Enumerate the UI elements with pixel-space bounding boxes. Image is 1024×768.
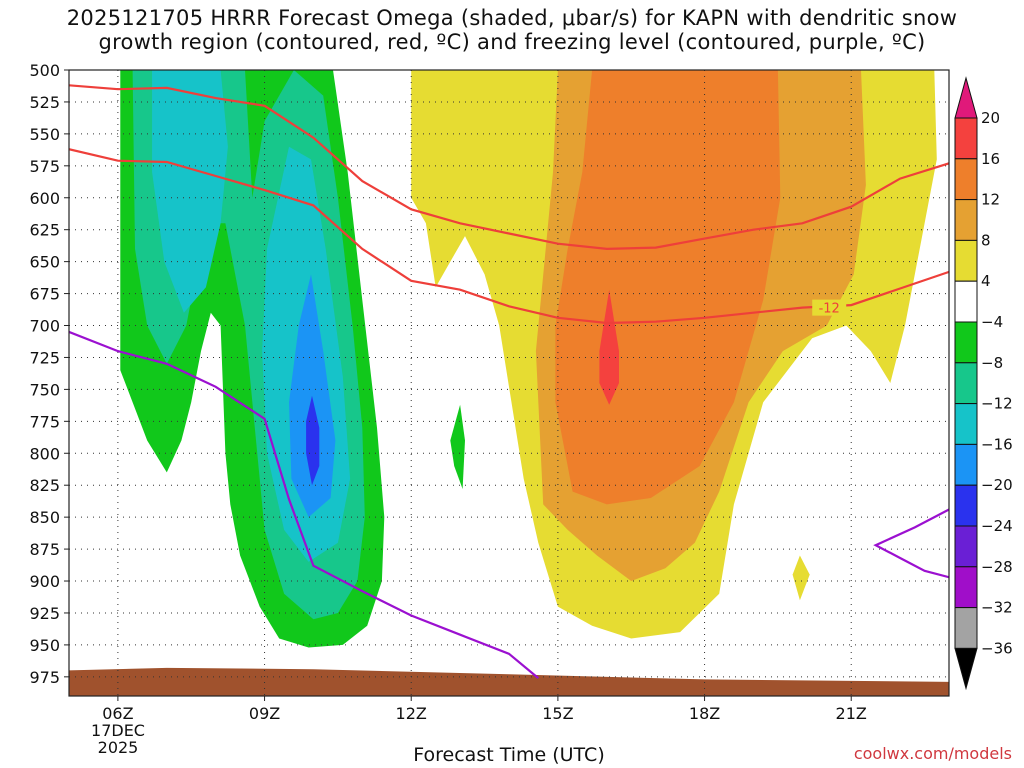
terrain-fill — [69, 667, 949, 696]
y-tick-label: 550 — [29, 125, 60, 144]
y-tick-label: 625 — [29, 221, 60, 240]
y-tick-label: 750 — [29, 380, 60, 399]
x-tick-label: 18Z — [689, 704, 720, 723]
credit-link[interactable]: coolwx.com/models — [853, 744, 1012, 763]
x-tick-label: 15Z — [542, 704, 573, 723]
y-tick-label: 675 — [29, 285, 60, 304]
colorbar-label: −24 — [981, 517, 1013, 535]
colorbar-bin — [954, 117, 978, 160]
colorbar-bin — [954, 362, 978, 405]
colorbar-bin — [954, 321, 978, 364]
colorbar-bin — [954, 76, 978, 119]
y-axis: 500 525 550 575 600 625 650 675 700 725 750 775 800 8… — [29, 61, 69, 687]
y-tick-label: 725 — [29, 348, 60, 367]
colorbar-bin — [954, 525, 978, 568]
y-tick-label: 975 — [29, 668, 60, 687]
contour-lines: -12 — [69, 84, 949, 679]
colorbar-label: 12 — [981, 191, 1000, 209]
dgz-label: -12 — [819, 302, 840, 317]
colorbar-bin — [954, 199, 978, 241]
x-tick-label: 06Z — [102, 704, 133, 723]
y-tick-label: 700 — [29, 317, 60, 336]
date-label: 17DEC 2025 — [86, 722, 150, 756]
colorbar-label: −20 — [981, 476, 1013, 494]
y-tick-label: 650 — [29, 253, 60, 272]
colorbar-label: 4 — [981, 272, 991, 290]
omega-region-10 — [599, 289, 619, 405]
dgz-label-bg — [812, 299, 847, 316]
colorbar-bin — [954, 403, 978, 445]
colorbar-bin — [954, 484, 978, 527]
colorbar-label: 8 — [981, 231, 991, 249]
y-tick-label: 925 — [29, 604, 60, 623]
omega-region-5 — [306, 395, 320, 486]
colorbar: 20 16 12 8 4 −4 −8 −12 −16 −20 −24 −28 −32 −36 — [954, 76, 1013, 691]
x-tick-label: 12Z — [396, 704, 427, 723]
colorbar-bin — [954, 158, 978, 201]
colorbar-label: −16 — [981, 435, 1013, 453]
plot-frame — [68, 69, 950, 697]
x-tick-label: 09Z — [249, 704, 280, 723]
colorbar-label: −28 — [981, 558, 1013, 576]
colorbar-label: −32 — [981, 599, 1013, 617]
colorbar-bin — [954, 280, 978, 323]
omega-region-2 — [152, 70, 228, 313]
grid — [69, 69, 949, 696]
x-axis: 06Z 09Z 12Z 15Z 18Z 21Z — [102, 696, 867, 723]
colorbar-bin — [954, 566, 978, 609]
y-tick-label: 600 — [29, 189, 60, 208]
date-day: 17DEC — [91, 721, 145, 740]
freezing-level-1 — [873, 508, 949, 579]
omega-shading — [120, 70, 937, 648]
y-tick-label: 875 — [29, 540, 60, 559]
omega-region-4 — [289, 274, 336, 518]
colorbar-bin — [954, 607, 978, 649]
y-tick-label: 900 — [29, 572, 60, 591]
chart-title: 2025121705 HRRR Forecast Omega (shaded, … — [0, 6, 1024, 54]
y-tick-label: 575 — [29, 157, 60, 176]
y-tick-label: 850 — [29, 508, 60, 527]
colorbar-bin — [954, 647, 978, 691]
x-tick-label: 21Z — [836, 704, 867, 723]
terrain-layer — [69, 667, 949, 696]
y-tick-label: 950 — [29, 636, 60, 655]
colorbar-label: −36 — [981, 639, 1013, 657]
colorbar-label: −12 — [981, 395, 1013, 413]
colorbar-label: 16 — [981, 150, 1000, 168]
y-tick-label: 825 — [29, 476, 60, 495]
y-tick-label: 525 — [29, 93, 60, 112]
dgz-contour-1 — [69, 148, 949, 325]
omega-region-11 — [450, 404, 465, 489]
x-axis-title: Forecast Time (UTC) — [413, 744, 605, 766]
y-tick-label: 500 — [29, 61, 60, 80]
colorbar-bin — [954, 239, 978, 282]
colorbar-label: −4 — [981, 313, 1003, 331]
y-tick-label: 775 — [29, 412, 60, 431]
title-line-2: growth region (contoured, red, ºC) and f… — [98, 30, 926, 54]
colorbar-label: 20 — [981, 109, 1000, 127]
title-line-1: 2025121705 HRRR Forecast Omega (shaded, … — [66, 6, 958, 30]
colorbar-label: −8 — [981, 354, 1003, 372]
freezing-level-0 — [69, 330, 540, 679]
y-tick-label: 800 — [29, 444, 60, 463]
omega-region-7 — [792, 555, 810, 601]
date-year: 2025 — [97, 738, 139, 757]
colorbar-bin — [954, 443, 978, 486]
dgz-contour-0 — [69, 84, 949, 251]
